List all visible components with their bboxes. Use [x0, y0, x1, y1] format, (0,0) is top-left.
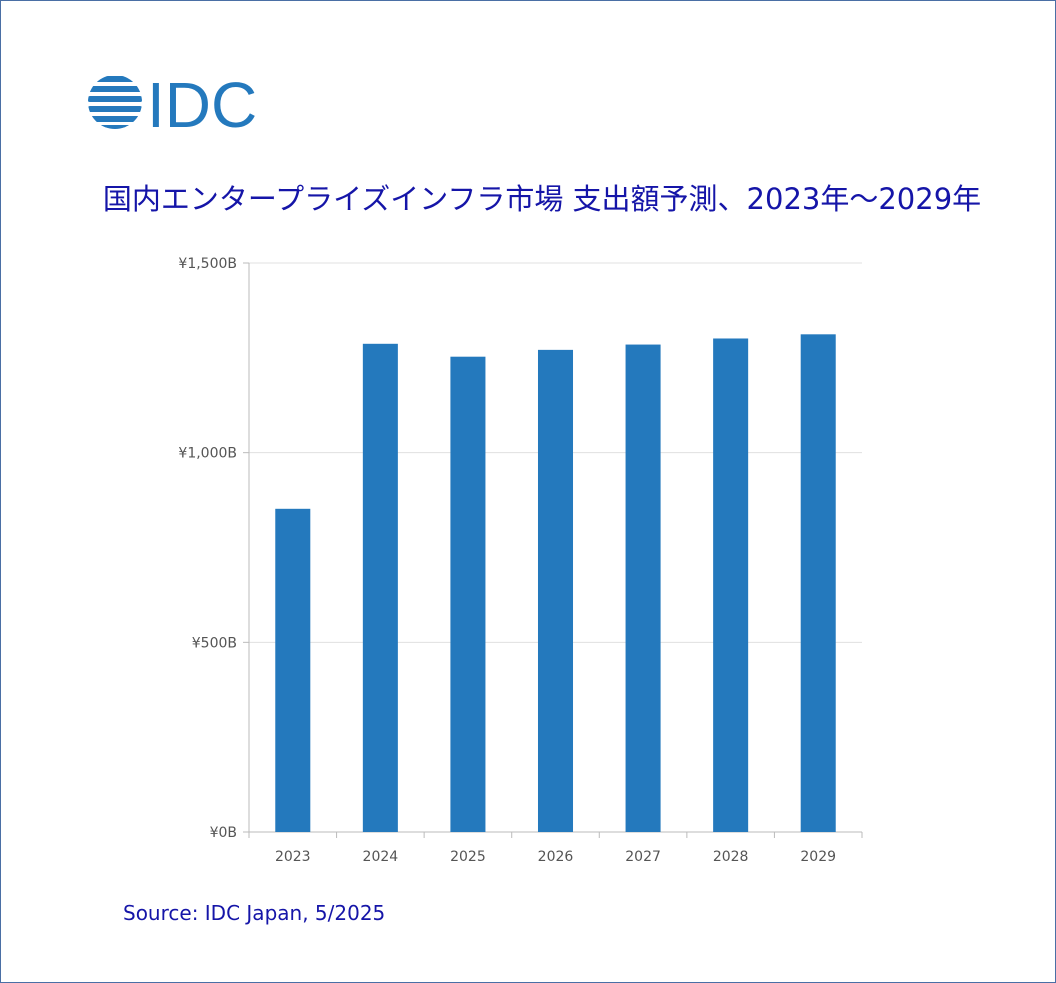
y-tick-label: ¥500B	[192, 635, 237, 651]
x-tick-label: 2027	[625, 849, 661, 865]
bar-2029	[800, 334, 836, 832]
chart-title: 国内エンタープライズインフラ市場 支出額予測、2023年～2029年	[102, 182, 982, 216]
bar-2027	[625, 344, 661, 832]
bar-2023	[275, 508, 311, 832]
x-tick-label: 2028	[713, 849, 749, 865]
idc-logo: IDC	[88, 71, 257, 133]
logo-text: IDC	[147, 71, 257, 133]
bar-2025	[450, 356, 486, 832]
bar-chart: ¥0B ¥500B ¥1,000B ¥1,500B 2023 2024 2025 2026 20…	[178, 256, 863, 865]
x-tick-label: 2029	[800, 849, 836, 865]
source-note: Source: IDC Japan, 5/2025	[123, 901, 386, 925]
bar-2024	[362, 343, 398, 832]
x-tick-label: 2023	[275, 849, 311, 865]
y-tick-label: ¥0B	[210, 825, 237, 841]
bar-2028	[713, 338, 749, 832]
bar-2026	[537, 349, 574, 832]
y-tick-label: ¥1,000B	[178, 446, 237, 462]
x-tick-label: 2024	[363, 849, 399, 865]
y-tick-label: ¥1,500B	[178, 256, 237, 272]
x-tick-label: 2026	[538, 849, 574, 865]
x-tick-label: 2025	[450, 849, 486, 865]
